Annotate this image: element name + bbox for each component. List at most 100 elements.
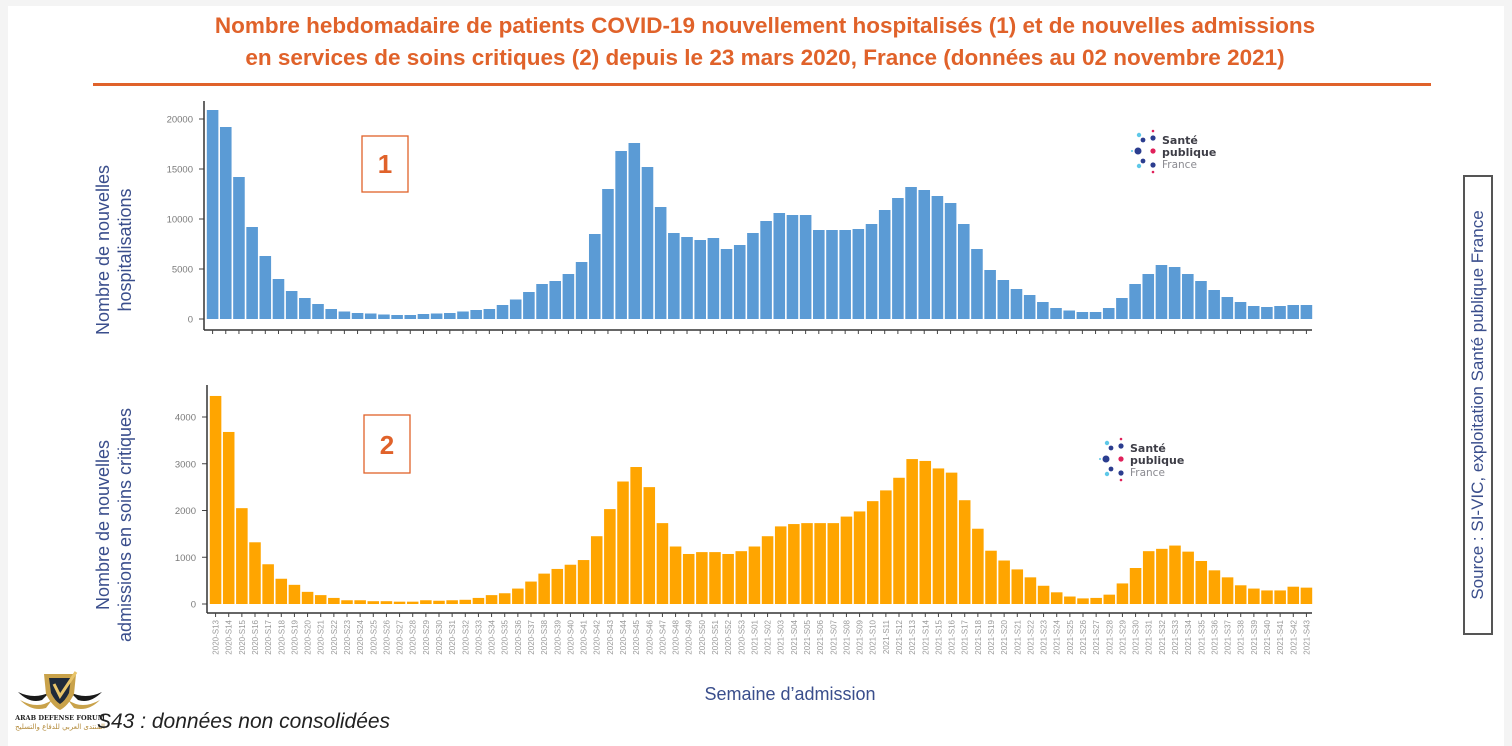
x-tick-label: 2021-S40 — [1263, 619, 1272, 654]
x-tick-label: 2021-S08 — [842, 619, 851, 654]
bar-2021-S06 — [813, 230, 825, 319]
x-tick-label: 2021-S16 — [948, 619, 957, 654]
logo-dot — [1140, 137, 1146, 143]
footnote: S43 : données non consolidées — [97, 710, 391, 733]
x-tick-label: 2021-S19 — [987, 619, 996, 654]
x-tick-label: 2021-S37 — [1224, 619, 1233, 654]
x-tick-label: 2020-S33 — [474, 619, 483, 654]
bar-2020-S51 — [707, 238, 720, 319]
bar-2021-S27 — [1089, 312, 1102, 319]
bar-2021-S32 — [1156, 548, 1168, 604]
bar-2021-S37 — [1221, 577, 1234, 604]
bar-2020-S24 — [354, 600, 366, 604]
bar-2021-S12 — [893, 477, 905, 604]
bar-2020-S28 — [404, 315, 417, 319]
bar-2021-S17 — [957, 224, 970, 319]
watermark-logo: ARAB DEFENSE FORUM المنتدى العربي للدفاع… — [10, 670, 110, 744]
bar-2020-S25 — [364, 313, 377, 319]
x-tick-label: 2020-S37 — [527, 619, 536, 654]
y-tick-label: 1000 — [175, 553, 196, 564]
bar-2020-S17 — [262, 564, 274, 604]
x-tick-label: 2021-S42 — [1289, 619, 1298, 654]
bar-2020-S15 — [236, 508, 248, 604]
x-tick-label: 2020-S13 — [212, 619, 221, 654]
logo-dot — [1150, 162, 1156, 168]
x-tick-label: 2020-S36 — [514, 619, 523, 654]
bar-2020-S34 — [483, 309, 496, 319]
bar-2021-S17 — [958, 500, 971, 604]
bar-2020-S47 — [656, 523, 669, 604]
x-tick-label: 2021-S05 — [803, 619, 812, 654]
x-tick-label: 2021-S43 — [1302, 619, 1311, 654]
logo-dot — [1118, 443, 1124, 449]
logo-dot — [1134, 147, 1142, 155]
bar-2021-S09 — [852, 229, 865, 319]
bar-2021-S12 — [892, 198, 904, 319]
bar-2021-S25 — [1064, 596, 1076, 604]
x-tick-label: 2021-S41 — [1276, 619, 1285, 654]
bar-2021-S02 — [761, 536, 774, 604]
bar-2020-S34 — [485, 595, 498, 604]
bar-2021-S36 — [1208, 570, 1221, 604]
logo-dot — [1151, 170, 1155, 174]
bar-2020-S43 — [604, 509, 616, 604]
panel-number: 1 — [378, 149, 392, 179]
bar-2020-S29 — [417, 314, 430, 319]
bar-2021-S23 — [1037, 585, 1050, 604]
logo-dot — [1108, 445, 1114, 451]
bar-2021-S21 — [1010, 289, 1023, 319]
x-tick-label: 2021-S10 — [869, 619, 878, 654]
x-tick-label: 2020-S28 — [409, 619, 418, 654]
bar-2021-S03 — [773, 213, 786, 319]
chart-title: Nombre hebdomadaire de patients COVID-19… — [0, 10, 1512, 74]
bar-2020-S49 — [681, 237, 693, 319]
bar-2020-S37 — [523, 292, 535, 319]
logo-text-publique: publique — [1130, 454, 1184, 467]
x-tick-label: 2020-S16 — [251, 619, 260, 654]
bar-2020-S48 — [669, 546, 682, 604]
x-tick-label: 2020-S40 — [566, 619, 575, 654]
bar-2020-S45 — [630, 467, 642, 604]
bar-2020-S47 — [654, 207, 667, 319]
bar-2021-S37 — [1221, 297, 1234, 319]
y-tick-label: 15000 — [167, 165, 193, 176]
bar-2020-S45 — [628, 143, 641, 319]
bar-2021-S28 — [1103, 594, 1116, 604]
bar-2021-S27 — [1090, 597, 1102, 604]
bar-2021-S10 — [866, 501, 879, 604]
x-tick-label: 2021-S31 — [1145, 619, 1154, 654]
x-tick-label: 2021-S28 — [1105, 619, 1114, 654]
bar-2021-S19 — [984, 270, 996, 319]
logo-dot — [1119, 437, 1123, 441]
x-tick-label: 2020-S44 — [619, 619, 628, 654]
bar-2021-S21 — [1011, 569, 1024, 604]
x-tick-label: 2020-S17 — [264, 619, 273, 654]
bar-2021-S39 — [1248, 588, 1260, 604]
x-tick-label: 2020-S45 — [632, 619, 641, 654]
bar-2020-S33 — [470, 310, 482, 319]
bar-2020-S31 — [444, 313, 456, 319]
bar-2021-S13 — [906, 459, 918, 604]
source-text: Source : SI-VIC, exploitation Santé publ… — [1468, 210, 1487, 600]
bar-2021-S34 — [1182, 551, 1194, 604]
panel-number-box — [363, 414, 411, 474]
bar-2021-S40 — [1261, 307, 1273, 319]
x-tick-label: 2020-S27 — [396, 619, 405, 654]
bar-2021-S06 — [814, 523, 826, 604]
bar-2021-S09 — [853, 511, 866, 604]
sante-publique-france-logo: Santé publique France — [1131, 129, 1216, 174]
x-tick-label: 2021-S14 — [921, 619, 930, 654]
x-tick-label: 2020-S42 — [593, 619, 602, 654]
bar-2020-S19 — [285, 291, 298, 319]
shield-icon — [18, 671, 102, 710]
y-tick-label: 5000 — [172, 265, 193, 276]
bar-2020-S26 — [380, 601, 393, 605]
bar-2021-S08 — [839, 230, 851, 319]
bar-2021-S19 — [985, 550, 997, 605]
x-tick-label: 2021-S20 — [1000, 619, 1009, 654]
x-tick-label: 2021-S09 — [856, 619, 865, 654]
x-tick-label: 2021-S06 — [816, 619, 825, 654]
bar-2021-S39 — [1247, 306, 1260, 319]
logo-text-sante: Santé — [1130, 442, 1166, 455]
x-tick-label: 2021-S04 — [790, 619, 799, 654]
